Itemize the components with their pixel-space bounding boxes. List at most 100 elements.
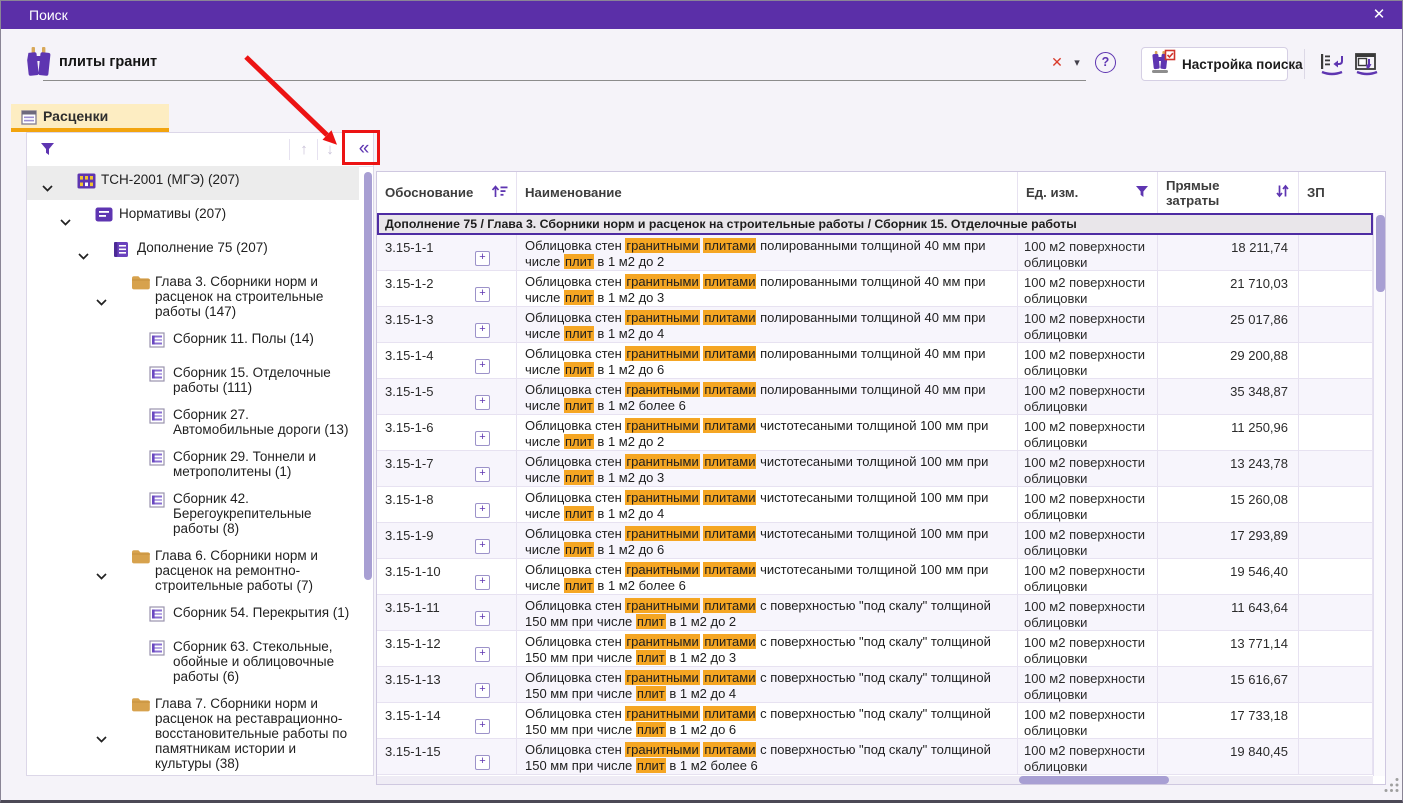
expand-plus-icon[interactable]: +	[475, 719, 490, 734]
group-header-row[interactable]: Дополнение 75 / Глава 3. Сборники норм и…	[377, 213, 1373, 235]
expand-plus-icon[interactable]: +	[475, 611, 490, 626]
highlighted-term: гранитными	[625, 526, 700, 541]
tree-item[interactable]: Сборник 42. Берегоукрепительные работы (…	[27, 485, 359, 542]
tree-item[interactable]: Сборник 15. Отделочные работы (111)	[27, 359, 359, 401]
resize-grip-icon[interactable]	[1383, 777, 1399, 798]
tree-item[interactable]: Сборник 54. Перекрытия (1)	[27, 599, 359, 633]
expand-plus-icon[interactable]: +	[475, 647, 490, 662]
cell-code: 3.15-1-6 +	[377, 415, 517, 450]
search-settings-label: Настройка поиска	[1182, 56, 1303, 72]
table-horizontal-scrollbar[interactable]	[377, 776, 1373, 784]
expand-plus-icon[interactable]: +	[475, 467, 490, 482]
filter-icon[interactable]	[1135, 185, 1149, 201]
tree-expand-chevron-icon[interactable]	[96, 567, 107, 585]
expand-plus-icon[interactable]: +	[475, 431, 490, 446]
expand-plus-icon[interactable]: +	[475, 755, 490, 770]
tree-item[interactable]: Сборник 29. Тоннели и метрополитены (1)	[27, 443, 359, 485]
expand-plus-icon[interactable]: +	[475, 323, 490, 338]
table-vertical-scrollbar[interactable]	[1373, 213, 1385, 776]
table-row[interactable]: 3.15-1-4 + Облицовка стен гранитными плита…	[377, 343, 1385, 379]
tree-item[interactable]: ТСН-2001 (МГЭ) (207)	[27, 166, 359, 200]
doc-icon	[149, 408, 165, 429]
table-row[interactable]: 3.15-1-5 + Облицовка стен гранитными плита…	[377, 379, 1385, 415]
collapse-panel-button[interactable]: «	[358, 138, 370, 159]
close-icon[interactable]: ✕	[1372, 6, 1386, 23]
expand-plus-icon[interactable]: +	[475, 287, 490, 302]
table-row[interactable]: 3.15-1-3 + Облицовка стен гранитными плита…	[377, 307, 1385, 343]
table-row[interactable]: 3.15-1-14 + Облицовка стен гранитными плит…	[377, 703, 1385, 739]
tree-expand-chevron-icon[interactable]	[42, 179, 53, 197]
help-icon[interactable]: ?	[1095, 52, 1116, 73]
table-row[interactable]: 3.15-1-6 + Облицовка стен гранитными плита…	[377, 415, 1385, 451]
cell-code: 3.15-1-13 +	[377, 667, 517, 702]
table-row[interactable]: 3.15-1-1 + Облицовка стен гранитными плита…	[377, 235, 1385, 271]
column-header-zp[interactable]: ЗП	[1299, 172, 1373, 213]
rate-code: 3.15-1-13	[385, 672, 441, 687]
clear-search-icon[interactable]: ✕	[1051, 54, 1063, 70]
search-input[interactable]: плиты гранит	[59, 54, 158, 70]
tree-item[interactable]: Глава 7. Сборники норм и расценок на рес…	[27, 690, 359, 775]
highlighted-term: плитами	[703, 634, 757, 649]
cell-unit: 100 м2 поверхности облицовки	[1018, 559, 1158, 594]
cell-code: 3.15-1-4 +	[377, 343, 517, 378]
table-row[interactable]: 3.15-1-12 + Облицовка стен гранитными плит…	[377, 631, 1385, 667]
column-header-unit[interactable]: Ед. изм.	[1018, 172, 1158, 213]
cell-zp	[1299, 451, 1373, 486]
table-row[interactable]: 3.15-1-9 + Облицовка стен гранитными плита…	[377, 523, 1385, 559]
move-up-icon[interactable]: ↑	[300, 141, 308, 158]
dock-panel-left-icon[interactable]	[1316, 49, 1348, 79]
tree-expand-chevron-icon[interactable]	[96, 730, 107, 748]
expand-plus-icon[interactable]: +	[475, 251, 490, 266]
open-in-window-icon[interactable]	[1351, 49, 1383, 79]
tree-item[interactable]: Дополнение 75 (207)	[27, 234, 359, 268]
binoculars-check-icon	[1150, 49, 1176, 80]
cell-code: 3.15-1-1 +	[377, 235, 517, 270]
cell-zp	[1299, 739, 1373, 774]
tree-item[interactable]: Глава 3. Сборники норм и расценок на стр…	[27, 268, 359, 325]
tree-expand-chevron-icon[interactable]	[60, 213, 71, 231]
cell-name: Облицовка стен гранитными плитами чистот…	[517, 415, 1018, 450]
tree-item[interactable]: Глава 6. Сборники норм и расценок на рем…	[27, 542, 359, 599]
cell-direct-costs: 17 293,89	[1158, 523, 1299, 558]
highlighted-term: плитами	[703, 346, 757, 361]
search-settings-button[interactable]: Настройка поиска	[1141, 47, 1303, 81]
table-row[interactable]: 3.15-1-2 + Облицовка стен гранитными плита…	[377, 271, 1385, 307]
column-header-basis[interactable]: Обоснование	[377, 172, 517, 213]
sort-updown-icon[interactable]	[1275, 184, 1290, 201]
table-row[interactable]: 3.15-1-15 + Облицовка стен гранитными плит…	[377, 739, 1385, 775]
cell-code: 3.15-1-8 +	[377, 487, 517, 522]
table-row[interactable]: 3.15-1-10 + Облицовка стен гранитными плит…	[377, 559, 1385, 595]
table-row[interactable]: 3.15-1-11 + Облицовка стен гранитными плит…	[377, 595, 1385, 631]
highlighted-term: плит	[563, 325, 594, 341]
tab-rates[interactable]: Расценки	[11, 104, 169, 132]
cell-name: Облицовка стен гранитными плитами с пове…	[517, 703, 1018, 738]
scrollbar-thumb[interactable]	[1376, 215, 1385, 292]
highlighted-term: плит	[563, 505, 594, 521]
column-header-name[interactable]: Наименование	[517, 172, 1018, 213]
expand-plus-icon[interactable]: +	[475, 683, 490, 698]
tree-item[interactable]: Сборник 27. Автомобильные дороги (13)	[27, 401, 359, 443]
tab-rates-label: Расценки	[43, 108, 109, 124]
tree-item[interactable]: Нормативы (207)	[27, 200, 359, 234]
column-header-direct-costs[interactable]: Прямые затраты	[1158, 172, 1299, 213]
search-history-chevron-icon[interactable]: ▾	[1074, 57, 1080, 69]
expand-plus-icon[interactable]: +	[475, 395, 490, 410]
expand-plus-icon[interactable]: +	[475, 539, 490, 554]
table-row[interactable]: 3.15-1-8 + Облицовка стен гранитными плита…	[377, 487, 1385, 523]
expand-plus-icon[interactable]: +	[475, 503, 490, 518]
table-row[interactable]: 3.15-1-13 + Облицовка стен гранитными плит…	[377, 667, 1385, 703]
tree-expand-chevron-icon[interactable]	[78, 247, 89, 265]
table-row[interactable]: 3.15-1-7 + Облицовка стен гранитными плита…	[377, 451, 1385, 487]
scrollbar-thumb[interactable]	[1019, 776, 1169, 784]
expand-plus-icon[interactable]: +	[475, 575, 490, 590]
move-down-icon[interactable]: ↓	[326, 141, 334, 158]
tree-scrollbar[interactable]	[364, 172, 372, 580]
sort-asc-icon[interactable]	[491, 184, 508, 201]
tree-item[interactable]: Сборник 63. Стекольные, обойные и облицо…	[27, 633, 359, 690]
expand-plus-icon[interactable]: +	[475, 359, 490, 374]
filter-icon[interactable]	[40, 142, 55, 161]
cell-code: 3.15-1-9 +	[377, 523, 517, 558]
tree-item[interactable]: Сборник 11. Полы (14)	[27, 325, 359, 359]
tree-expand-chevron-icon[interactable]	[96, 293, 107, 311]
cell-unit: 100 м2 поверхности облицовки	[1018, 415, 1158, 450]
